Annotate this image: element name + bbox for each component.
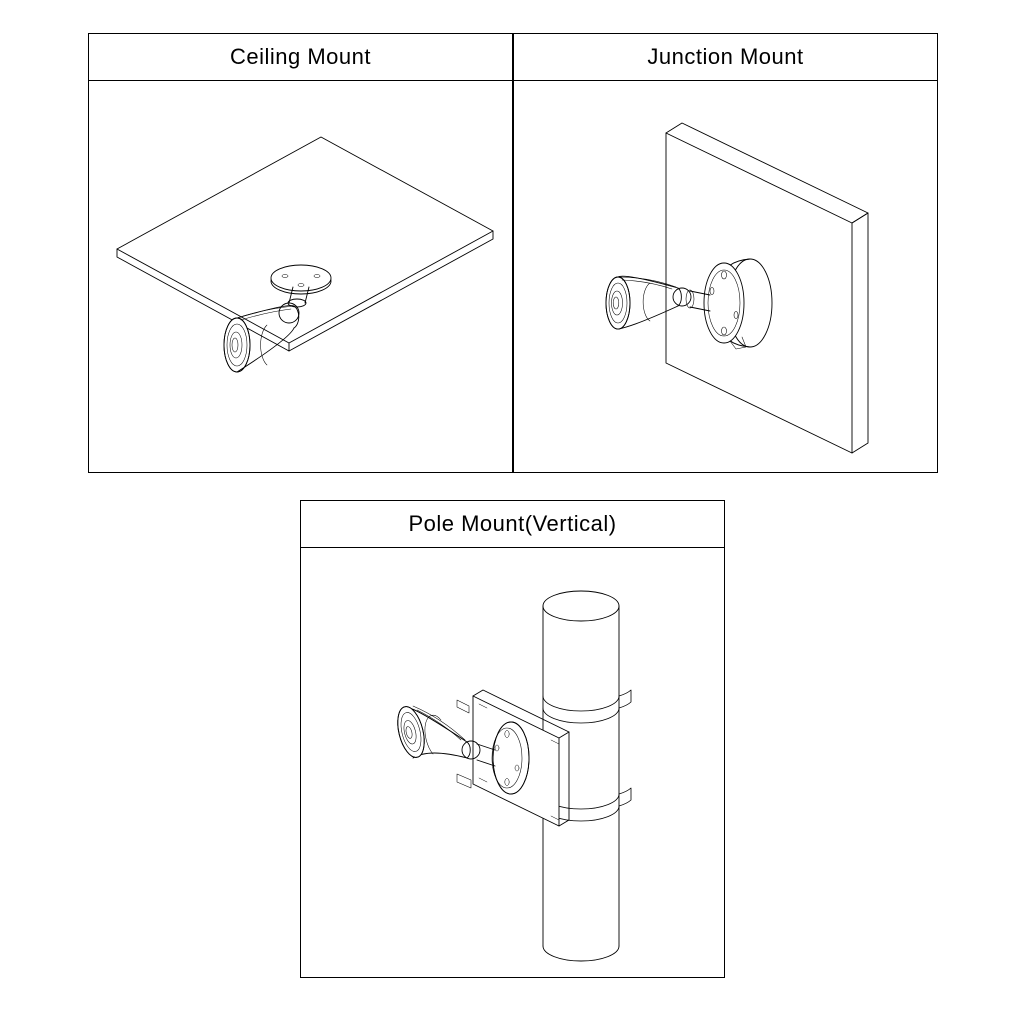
panel-ceiling-mount: Ceiling Mount	[88, 33, 513, 473]
pole-mount-drawing	[301, 548, 724, 978]
panel-body	[301, 548, 724, 978]
panel-pole-mount: Pole Mount(Vertical)	[300, 500, 725, 978]
panel-junction-mount: Junction Mount	[513, 33, 938, 473]
panel-title: Junction Mount	[514, 34, 937, 81]
ceiling-mount-drawing	[89, 81, 512, 473]
panel-body	[514, 81, 937, 473]
junction-mount-drawing	[514, 81, 937, 473]
panel-title: Pole Mount(Vertical)	[301, 501, 724, 548]
panel-body	[89, 81, 512, 473]
diagram-grid: Ceiling Mount	[0, 0, 1024, 1024]
panel-title: Ceiling Mount	[89, 34, 512, 81]
